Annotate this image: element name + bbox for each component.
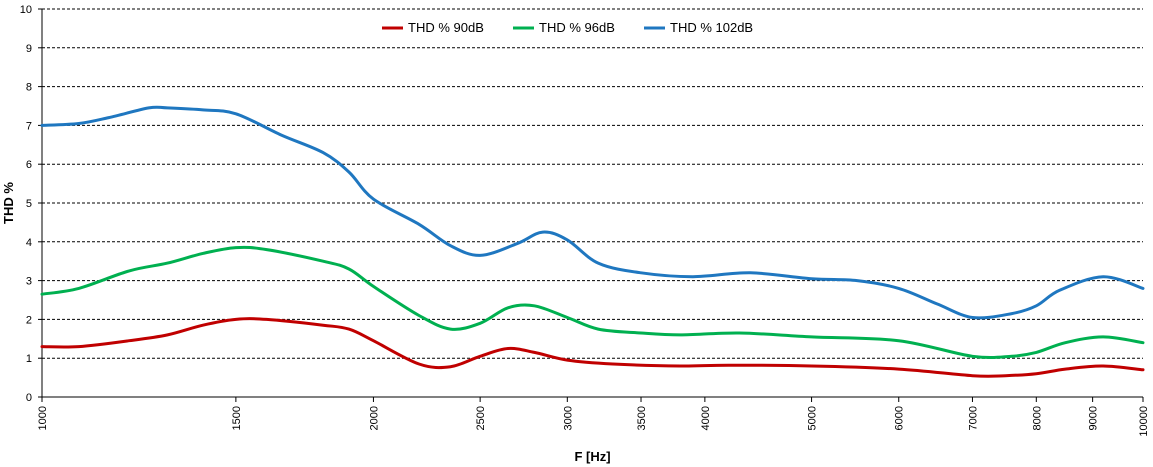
x-axis-label: F [Hz] xyxy=(574,449,610,464)
y-tick-label-5: 5 xyxy=(26,198,32,210)
legend-label-2: THD % 96dB xyxy=(539,20,615,35)
legend: THD % 90dB THD % 96dB THD % 102dB xyxy=(382,20,753,35)
x-tick-label-3000: 3000 xyxy=(562,406,574,430)
series-line-1 xyxy=(40,317,1145,378)
x-tick-label-9000: 9000 xyxy=(1088,406,1100,430)
y-tick-label-9: 9 xyxy=(26,43,32,55)
x-tick-label-1500: 1500 xyxy=(231,406,243,430)
x-tick-label-7000: 7000 xyxy=(967,406,979,430)
series-line-3 xyxy=(40,105,1145,320)
x-tick-label-2000: 2000 xyxy=(368,406,380,430)
x-tick-label-6000: 6000 xyxy=(894,406,906,430)
y-tick-label-6: 6 xyxy=(26,159,32,171)
x-tick-label-8000: 8000 xyxy=(1031,406,1043,430)
y-tick-label-4: 4 xyxy=(26,237,32,249)
y-tick-label-8: 8 xyxy=(26,82,32,94)
x-tick-label-10000: 10000 xyxy=(1138,406,1150,437)
legend-label-3: THD % 102dB xyxy=(670,20,753,35)
x-axis-ticks: 1000 1500 2000 2500 3000 3500 4000 5000 6000 7000… xyxy=(37,397,1150,437)
series-lines xyxy=(40,105,1145,378)
y-axis-label: THD % xyxy=(1,182,16,224)
x-tick-label-4000: 4000 xyxy=(700,406,712,430)
x-tick-label-2500: 2500 xyxy=(475,406,487,430)
y-tick-label-2: 2 xyxy=(26,314,32,326)
legend-label-1: THD % 90dB xyxy=(408,20,484,35)
y-tick-label-7: 7 xyxy=(26,120,32,132)
y-tick-label-3: 3 xyxy=(26,276,32,288)
x-tick-label-5000: 5000 xyxy=(807,406,819,430)
y-tick-label-1: 1 xyxy=(26,353,32,365)
gridlines xyxy=(42,8,1143,359)
series-line-2 xyxy=(40,245,1145,360)
x-tick-label-3500: 3500 xyxy=(636,406,648,430)
y-tick-label-0: 0 xyxy=(26,392,32,404)
x-tick-label-1000: 1000 xyxy=(37,406,49,430)
y-tick-label-10: 10 xyxy=(20,4,32,16)
y-axis-ticks: 0 1 2 3 4 5 6 7 8 9 10 xyxy=(20,4,42,404)
